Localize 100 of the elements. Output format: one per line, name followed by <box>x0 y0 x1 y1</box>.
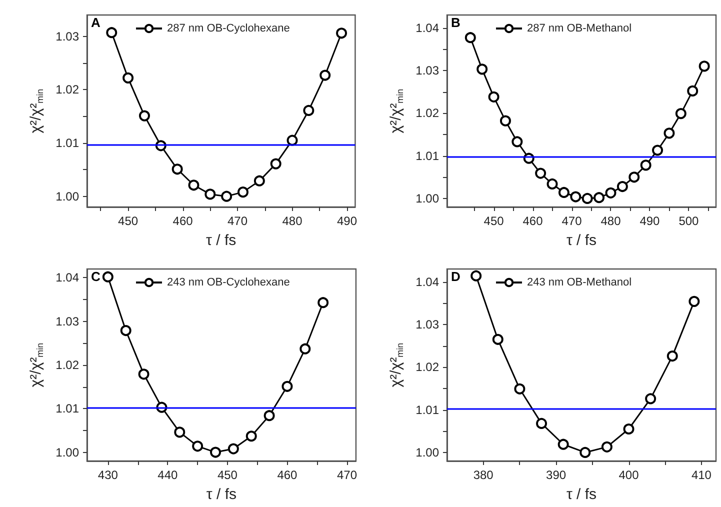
x-tick-label: 450 <box>118 214 138 228</box>
y-tick-label: 1.03 <box>416 63 440 78</box>
y-tick-label: 1.02 <box>56 358 80 372</box>
point <box>623 423 634 434</box>
x-tick-label: 480 <box>282 214 303 228</box>
x-axis-title: τ / fs <box>566 232 597 249</box>
point <box>582 192 593 204</box>
point <box>605 187 616 198</box>
point <box>492 333 504 344</box>
point <box>488 91 500 102</box>
point <box>698 60 710 72</box>
point <box>616 181 628 192</box>
y-tick-label: 1.04 <box>416 20 440 35</box>
point <box>675 108 686 120</box>
y-tick-label: 1.00 <box>56 189 80 204</box>
x-tick-label: 460 <box>172 214 194 228</box>
point <box>138 368 150 380</box>
x-tick-label: 440 <box>158 468 178 482</box>
y-tick-label: 1.00 <box>416 444 440 459</box>
point <box>570 191 582 202</box>
point <box>264 410 275 421</box>
point <box>594 192 605 204</box>
x-tick-label: 500 <box>678 214 700 228</box>
point <box>122 72 134 84</box>
point <box>192 440 204 452</box>
x-tick-label: 380 <box>473 468 494 482</box>
y-tick-label: 1.04 <box>416 274 440 288</box>
x-tick-label: 460 <box>522 214 544 228</box>
y-tick-label: 1.03 <box>56 314 80 328</box>
legend-label: 243 nm OB-Methanol <box>527 276 632 288</box>
y-tick-label: 1.00 <box>56 444 80 459</box>
point <box>120 324 132 336</box>
point <box>546 178 558 190</box>
point <box>204 188 216 200</box>
x-axis-title: τ / fs <box>566 486 597 502</box>
y-tick-label: 1.03 <box>56 29 80 44</box>
point <box>512 136 523 148</box>
point <box>336 28 348 39</box>
point <box>645 392 656 404</box>
legend-label: 287 nm OB-Cyclohexane <box>167 22 290 34</box>
y-axis-title: χ²/χ²min <box>388 88 406 134</box>
point <box>558 438 569 450</box>
x-tick-label: 450 <box>217 468 238 482</box>
x-tick-label: 430 <box>98 468 118 482</box>
y-tick-label: 1.01 <box>416 402 440 416</box>
x-axis-title: τ / fs <box>206 232 236 249</box>
point <box>174 426 186 438</box>
legend-label: 243 nm OB-Cyclohexane <box>167 276 290 288</box>
point <box>228 442 239 454</box>
legend-label: 287 nm OB-Methanol <box>527 22 632 34</box>
point <box>500 115 511 126</box>
y-tick-label: 1.01 <box>416 148 440 163</box>
x-tick-label: 480 <box>600 214 622 228</box>
point <box>318 296 329 308</box>
x-tick-label: 400 <box>618 468 640 482</box>
x-tick-label: 460 <box>277 468 298 482</box>
annotation: D <box>451 268 460 284</box>
y-axis-title: χ²/χ²min <box>28 88 46 134</box>
y-tick-label: 1.00 <box>416 191 440 206</box>
point <box>188 180 200 191</box>
point <box>536 417 548 428</box>
x-tick-label: 470 <box>562 214 582 228</box>
point <box>687 85 698 96</box>
y-tick-label: 1.02 <box>416 106 440 120</box>
point <box>464 32 476 44</box>
annotation: B <box>451 15 460 30</box>
point <box>664 128 675 139</box>
point <box>238 186 248 198</box>
point <box>476 64 488 75</box>
y-tick-label: 1.02 <box>416 360 440 374</box>
x-tick-label: 450 <box>484 214 504 228</box>
x-tick-label: 470 <box>336 468 358 482</box>
point <box>601 440 612 452</box>
point <box>535 168 546 179</box>
point <box>666 350 678 362</box>
x-axis-title: τ / fs <box>206 486 237 502</box>
y-tick-label: 1.01 <box>56 401 80 416</box>
x-tick-label: 490 <box>336 214 358 228</box>
point <box>270 158 282 170</box>
point <box>282 380 293 392</box>
point <box>172 164 183 175</box>
point <box>138 110 150 122</box>
point <box>514 382 526 394</box>
point <box>558 186 570 198</box>
x-tick-label: 490 <box>640 214 660 228</box>
y-axis-title: χ²/χ²min <box>388 342 406 387</box>
point <box>246 430 257 442</box>
annotation: A <box>91 15 101 30</box>
point <box>652 144 664 156</box>
point <box>286 134 298 146</box>
y-tick-label: 1.01 <box>56 136 80 150</box>
point <box>102 270 114 282</box>
y-tick-label: 1.04 <box>56 270 80 284</box>
point <box>470 270 482 281</box>
y-axis-title: χ²/χ²min <box>28 342 46 387</box>
point <box>580 446 591 458</box>
point <box>303 104 314 116</box>
point <box>106 27 118 38</box>
point <box>210 446 221 458</box>
point <box>254 175 265 186</box>
